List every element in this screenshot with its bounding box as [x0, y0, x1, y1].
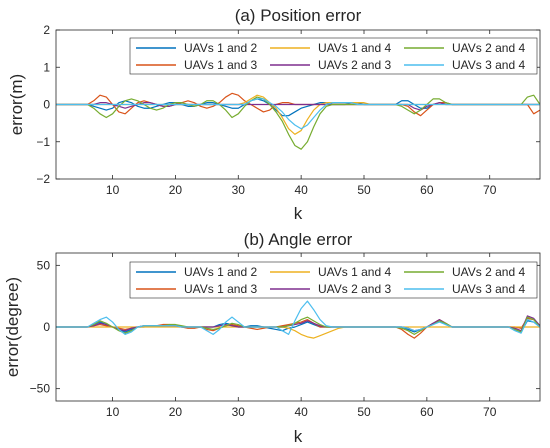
x-tick-label: 50: [357, 183, 371, 197]
x-tick-label: 30: [232, 183, 246, 197]
legend-entry: UAVs 3 and 4: [452, 282, 525, 296]
y-tick-label: 1: [43, 60, 50, 74]
x-tick-label: 10: [106, 405, 120, 419]
x-tick-label: 70: [483, 405, 497, 419]
x-axis-label: k: [294, 204, 303, 223]
legend-box: [129, 37, 538, 75]
legend-entry: UAVs 2 and 3: [318, 58, 391, 72]
y-tick-label: 0: [43, 320, 50, 334]
legend: UAVs 1 and 2 UAVs 1 and 4 UAVs 2 and 4 UAVs…: [129, 37, 538, 75]
legend-entry: UAVs 3 and 4: [452, 58, 525, 72]
series-line-uavs-3-and-4: [56, 98, 540, 130]
series-line-uavs-3-and-4: [56, 300, 540, 335]
x-tick-label: 20: [169, 405, 183, 419]
chart-title: (b) Angle error: [244, 230, 353, 249]
x-tick-label: 20: [169, 183, 183, 197]
chart-2: (b) Angle error 10 20 30 40 50 60 70 −50 0 50 k erro…: [3, 230, 541, 446]
axes-box: [55, 29, 541, 180]
x-tick-label: 50: [357, 405, 371, 419]
x-tick-label: 40: [294, 405, 308, 419]
y-tick-label: 0: [43, 98, 50, 112]
y-tick-label: −1: [36, 135, 50, 149]
x-tick-label: 60: [420, 183, 434, 197]
legend-entry: UAVs 2 and 4: [452, 265, 525, 279]
y-tick-label: −2: [36, 172, 50, 186]
x-axis-label: k: [294, 427, 303, 446]
y-tick-label: −50: [30, 382, 51, 396]
y-tick-label: 2: [43, 23, 50, 37]
legend-entry: UAVs 2 and 3: [318, 282, 391, 296]
legend-entry: UAVs 1 and 3: [184, 58, 257, 72]
x-tick-label: 70: [483, 183, 497, 197]
legend-entry: UAVs 1 and 2: [184, 265, 257, 279]
axes-box: [55, 252, 541, 402]
y-axis-label: error(m): [7, 74, 26, 135]
legend-entry: UAVs 1 and 4: [318, 41, 391, 55]
chart-1: (a) Position error 10 20 30 40 50 60 70 −2 −1 0 1 2 k…: [7, 6, 541, 223]
x-tick-label: 10: [106, 183, 120, 197]
legend-box: [129, 261, 538, 299]
legend-entry: UAVs 1 and 3: [184, 282, 257, 296]
x-tick-label: 30: [232, 405, 246, 419]
legend-entry: UAVs 1 and 4: [318, 265, 391, 279]
y-tick-label: 50: [37, 258, 51, 272]
legend-entry: UAVs 1 and 2: [184, 41, 257, 55]
legend-entry: UAVs 2 and 4: [452, 41, 525, 55]
y-axis-label: error(degree): [3, 277, 22, 377]
chart-title: (a) Position error: [235, 6, 362, 25]
legend: UAVs 1 and 2 UAVs 1 and 4 UAVs 2 and 4 UAVs…: [129, 261, 538, 299]
x-tick-label: 60: [420, 405, 434, 419]
x-tick-label: 40: [294, 183, 308, 197]
